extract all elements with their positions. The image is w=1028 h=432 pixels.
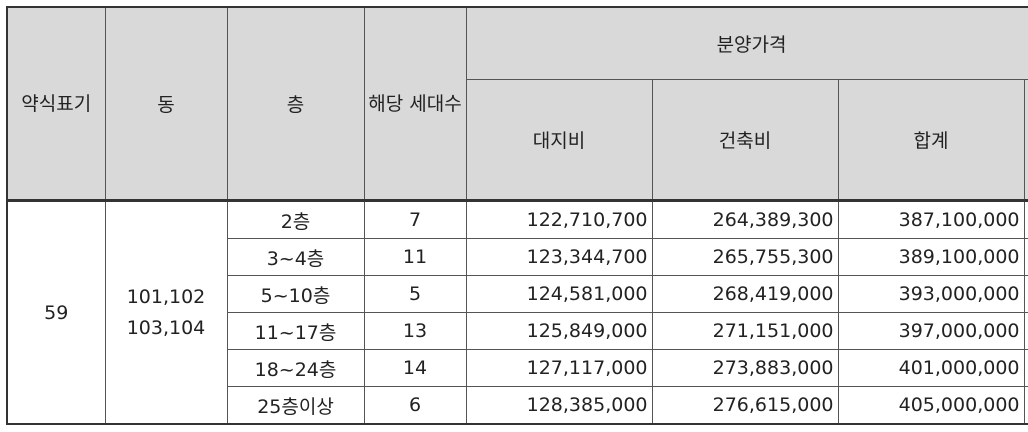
table-row: 3~4층 11 123,344,700 265,755,300 389,100,… (7, 238, 1028, 276)
header-land: 대지비 (465, 79, 653, 201)
construction-cell: 273,883,000 (651, 349, 839, 387)
header-total: 합계 (837, 79, 1025, 201)
overflow-cell (1023, 275, 1028, 313)
table-row: 11~17층 13 125,849,000 271,151,000 397,00… (7, 312, 1028, 350)
land-cell: 127,117,000 (465, 349, 653, 387)
units-cell: 5 (363, 275, 467, 313)
land-cell: 122,710,700 (465, 199, 653, 239)
land-cell: 128,385,000 (465, 386, 653, 425)
land-cell: 124,581,000 (465, 275, 653, 313)
overflow-cell (1023, 199, 1028, 239)
units-cell: 7 (363, 199, 467, 239)
total-cell: 393,000,000 (837, 275, 1025, 313)
table-row: 18~24층 14 127,117,000 273,883,000 401,00… (7, 349, 1028, 387)
total-cell: 389,100,000 (837, 238, 1025, 276)
floor-cell: 25층이상 (226, 386, 365, 425)
model-cell: 59 (6, 199, 106, 425)
construction-cell: 276,615,000 (651, 386, 839, 425)
header-overflow-column (1023, 79, 1028, 201)
total-cell: 401,000,000 (837, 349, 1025, 387)
table-body: 59 101,102 103,104 2층 7 122,710,700 264,… (6, 199, 1028, 425)
land-cell: 123,344,700 (465, 238, 653, 276)
floor-cell: 11~17층 (226, 312, 365, 350)
table-row: 59 101,102 103,104 2층 7 122,710,700 264,… (6, 199, 1028, 425)
units-cell: 11 (363, 238, 467, 276)
construction-cell: 264,389,300 (651, 199, 839, 239)
total-cell: 405,000,000 (837, 386, 1025, 425)
building-line-2: 103,104 (126, 316, 206, 339)
land-cell: 125,849,000 (465, 312, 653, 350)
table-row: 25층이상 6 128,385,000 276,615,000 405,000,… (7, 386, 1028, 425)
header-building: 동 (104, 6, 228, 201)
units-cell: 13 (363, 312, 467, 350)
overflow-cell (1023, 238, 1028, 276)
total-cell: 387,100,000 (837, 199, 1025, 239)
price-table: 약식표기 동 층 해당 세대수 분양가격 대지비 건축비 합계 59 101,1… (6, 6, 1028, 425)
units-cell: 6 (363, 386, 467, 425)
floor-cell: 18~24층 (226, 349, 365, 387)
header-model: 약식표기 (6, 6, 106, 201)
construction-cell: 265,755,300 (651, 238, 839, 276)
header-floor: 층 (226, 6, 365, 201)
units-cell: 14 (363, 349, 467, 387)
table-header: 약식표기 동 층 해당 세대수 분양가격 대지비 건축비 합계 (6, 6, 1028, 201)
overflow-cell (1023, 312, 1028, 350)
header-price-group: 분양가격 (465, 6, 1028, 80)
total-cell: 397,000,000 (837, 312, 1025, 350)
header-construction: 건축비 (651, 79, 839, 201)
building-line-1: 101,102 (126, 285, 206, 308)
floor-cell: 2층 (226, 199, 365, 239)
construction-cell: 268,419,000 (651, 275, 839, 313)
table-row: 5~10층 5 124,581,000 268,419,000 393,000,… (7, 275, 1028, 313)
construction-cell: 271,151,000 (651, 312, 839, 350)
header-units: 해당 세대수 (363, 6, 467, 201)
building-cell: 101,102 103,104 (104, 199, 228, 425)
overflow-cell (1023, 349, 1028, 387)
overflow-cell (1023, 386, 1028, 425)
floor-cell: 3~4층 (226, 238, 365, 276)
floor-cell: 5~10층 (226, 275, 365, 313)
